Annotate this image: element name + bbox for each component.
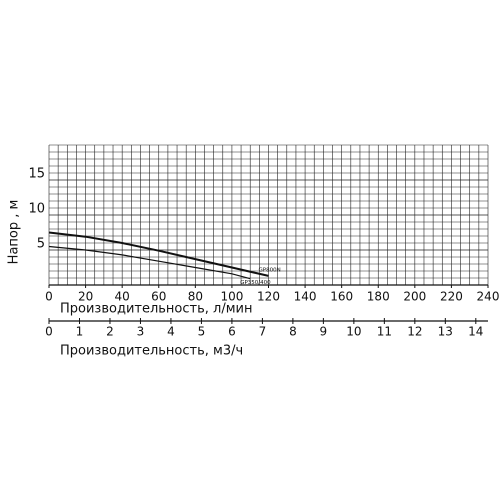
x2-tick-label: 3 [137, 325, 145, 339]
x2-tick-label: 1 [76, 325, 84, 339]
y-tick-label: 10 [28, 202, 45, 217]
x-tick-label: 200 [403, 290, 426, 304]
x-tick-label: 180 [367, 290, 390, 304]
x-tick-label: 0 [45, 290, 53, 304]
x2-tick-label: 11 [377, 325, 392, 339]
x-axis-label: Производительность, л/мин [60, 302, 252, 317]
x2-tick-label: 0 [45, 325, 53, 339]
series-label: GP350/400 [240, 280, 271, 286]
x-tick-label: 120 [257, 290, 280, 304]
line [48, 245, 251, 280]
y-tick-label: 15 [28, 167, 45, 182]
line [48, 231, 269, 277]
x-tick-label: 80 [188, 290, 203, 304]
x-tick-label: 140 [294, 290, 317, 304]
x2-tick-label: 5 [198, 325, 206, 339]
x-tick-label: 160 [330, 290, 353, 304]
x2-tick-label: 12 [407, 325, 422, 339]
x2-tick-label: 2 [106, 325, 114, 339]
x2-tick-label: 13 [438, 325, 453, 339]
y-tick-label: 5 [37, 237, 45, 252]
x-tick-label: 100 [220, 290, 243, 304]
x-tick-label: 20 [78, 290, 93, 304]
x-tick-label: 60 [151, 290, 166, 304]
x-tick-label: 240 [477, 290, 500, 304]
x2-tick-label: 14 [468, 325, 483, 339]
series-label: GP800N [259, 267, 281, 273]
x2-tick-label: 7 [259, 325, 267, 339]
x2-tick-label: 8 [289, 325, 297, 339]
x2-tick-label: 9 [320, 325, 328, 339]
x2-tick-label: 6 [228, 325, 236, 339]
x2-tick-label: 4 [167, 325, 175, 339]
x-tick-label: 220 [440, 290, 463, 304]
x-tick-label: 40 [115, 290, 130, 304]
x2-axis-label: Производительность, м3/ч [60, 344, 243, 359]
x2-tick-label: 10 [346, 325, 361, 339]
y-axis-label: Напор , м [7, 200, 22, 265]
